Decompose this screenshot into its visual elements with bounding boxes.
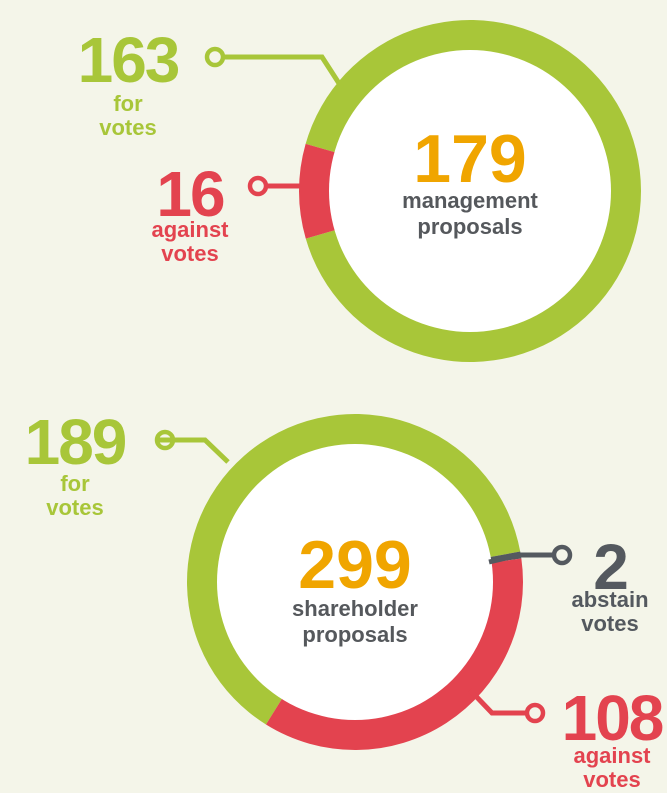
category-label: for votes bbox=[99, 91, 157, 140]
center-label: shareholder proposals bbox=[292, 596, 418, 647]
center-label: management proposals bbox=[402, 188, 538, 239]
donut-center bbox=[329, 50, 611, 332]
value-label: 163 bbox=[77, 24, 181, 96]
donut-center bbox=[217, 444, 493, 720]
connector bbox=[157, 437, 230, 464]
category-label: against votes bbox=[573, 743, 651, 792]
value-label: 189 bbox=[24, 406, 128, 478]
total-value: 299 bbox=[298, 527, 412, 603]
category-label: abstain votes bbox=[571, 587, 649, 636]
value-label: 16 bbox=[156, 158, 225, 230]
value-label: 2 bbox=[593, 531, 629, 603]
connector-dot bbox=[204, 46, 226, 68]
connector-dot bbox=[551, 544, 573, 566]
total-value: 179 bbox=[413, 121, 527, 197]
connector-dot bbox=[247, 175, 269, 197]
connector bbox=[223, 54, 345, 90]
connector bbox=[468, 688, 527, 716]
value-label: 108 bbox=[561, 682, 665, 754]
category-label: for votes bbox=[46, 471, 104, 520]
connector-dot bbox=[154, 429, 176, 451]
connector-dot bbox=[524, 702, 546, 724]
category-label: against votes bbox=[151, 217, 229, 266]
connector bbox=[488, 552, 554, 565]
donut-segment bbox=[265, 558, 523, 750]
donut-segment bbox=[299, 143, 336, 239]
